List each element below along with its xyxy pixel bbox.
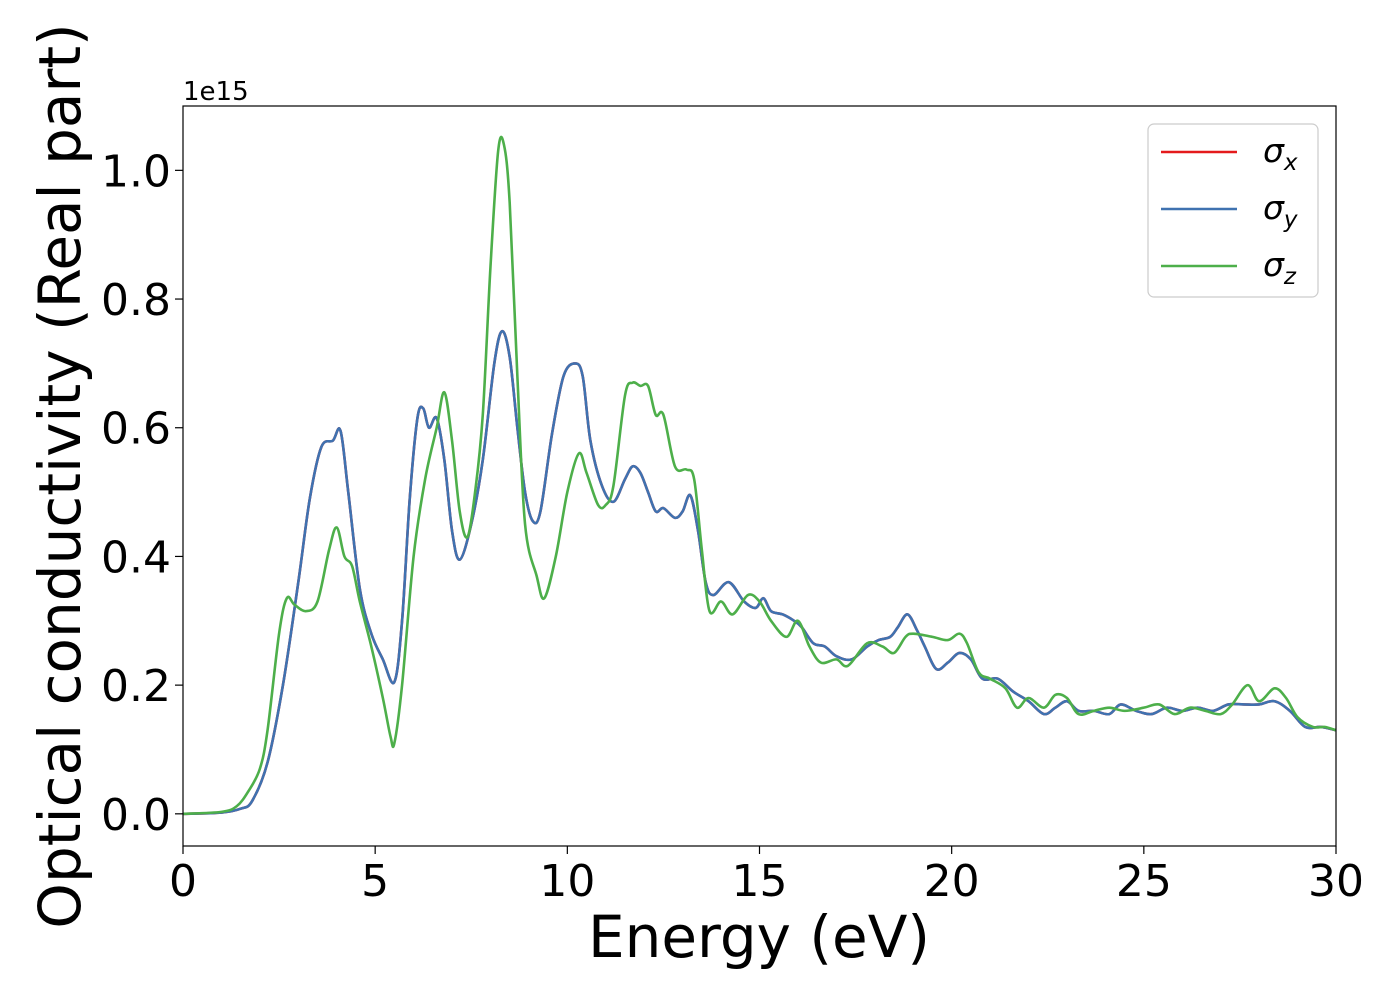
x-axis-label: Energy (eV) bbox=[588, 903, 930, 971]
series-layer bbox=[183, 135, 1336, 816]
series-line-z bbox=[183, 135, 1336, 816]
x-tick-label: 5 bbox=[361, 856, 389, 907]
y-axis: 0.0 0.2 0.4 0.6 0.8 1.0 bbox=[101, 146, 183, 841]
legend-label-x: σx bbox=[1263, 131, 1298, 176]
legend: σx σy σz bbox=[1147, 123, 1319, 298]
legend-box bbox=[1147, 123, 1319, 298]
y-offset-label: 1e15 bbox=[183, 77, 249, 107]
series-line-x bbox=[183, 329, 1336, 816]
y-axis-label: Optical conductivity (Real part) bbox=[26, 23, 94, 928]
y-tick-label: 1.0 bbox=[101, 146, 171, 197]
x-tick-label: 15 bbox=[732, 856, 788, 907]
y-tick-label: 0.4 bbox=[101, 532, 171, 583]
series-line-y bbox=[183, 329, 1336, 816]
x-tick-label: 20 bbox=[924, 856, 980, 907]
y-tick-label: 0.8 bbox=[101, 275, 171, 326]
legend-label-y: σy bbox=[1263, 188, 1298, 233]
x-tick-label: 30 bbox=[1308, 856, 1364, 907]
y-tick-label: 0.2 bbox=[101, 661, 171, 712]
legend-label-z: σz bbox=[1263, 245, 1297, 290]
x-tick-label: 0 bbox=[169, 856, 197, 907]
x-axis: 0 5 10 15 20 25 30 bbox=[169, 846, 1364, 907]
y-tick-label: 0.6 bbox=[101, 404, 171, 455]
x-tick-label: 25 bbox=[1116, 856, 1172, 907]
x-tick-label: 10 bbox=[539, 856, 595, 907]
y-tick-label: 0.0 bbox=[101, 790, 171, 841]
